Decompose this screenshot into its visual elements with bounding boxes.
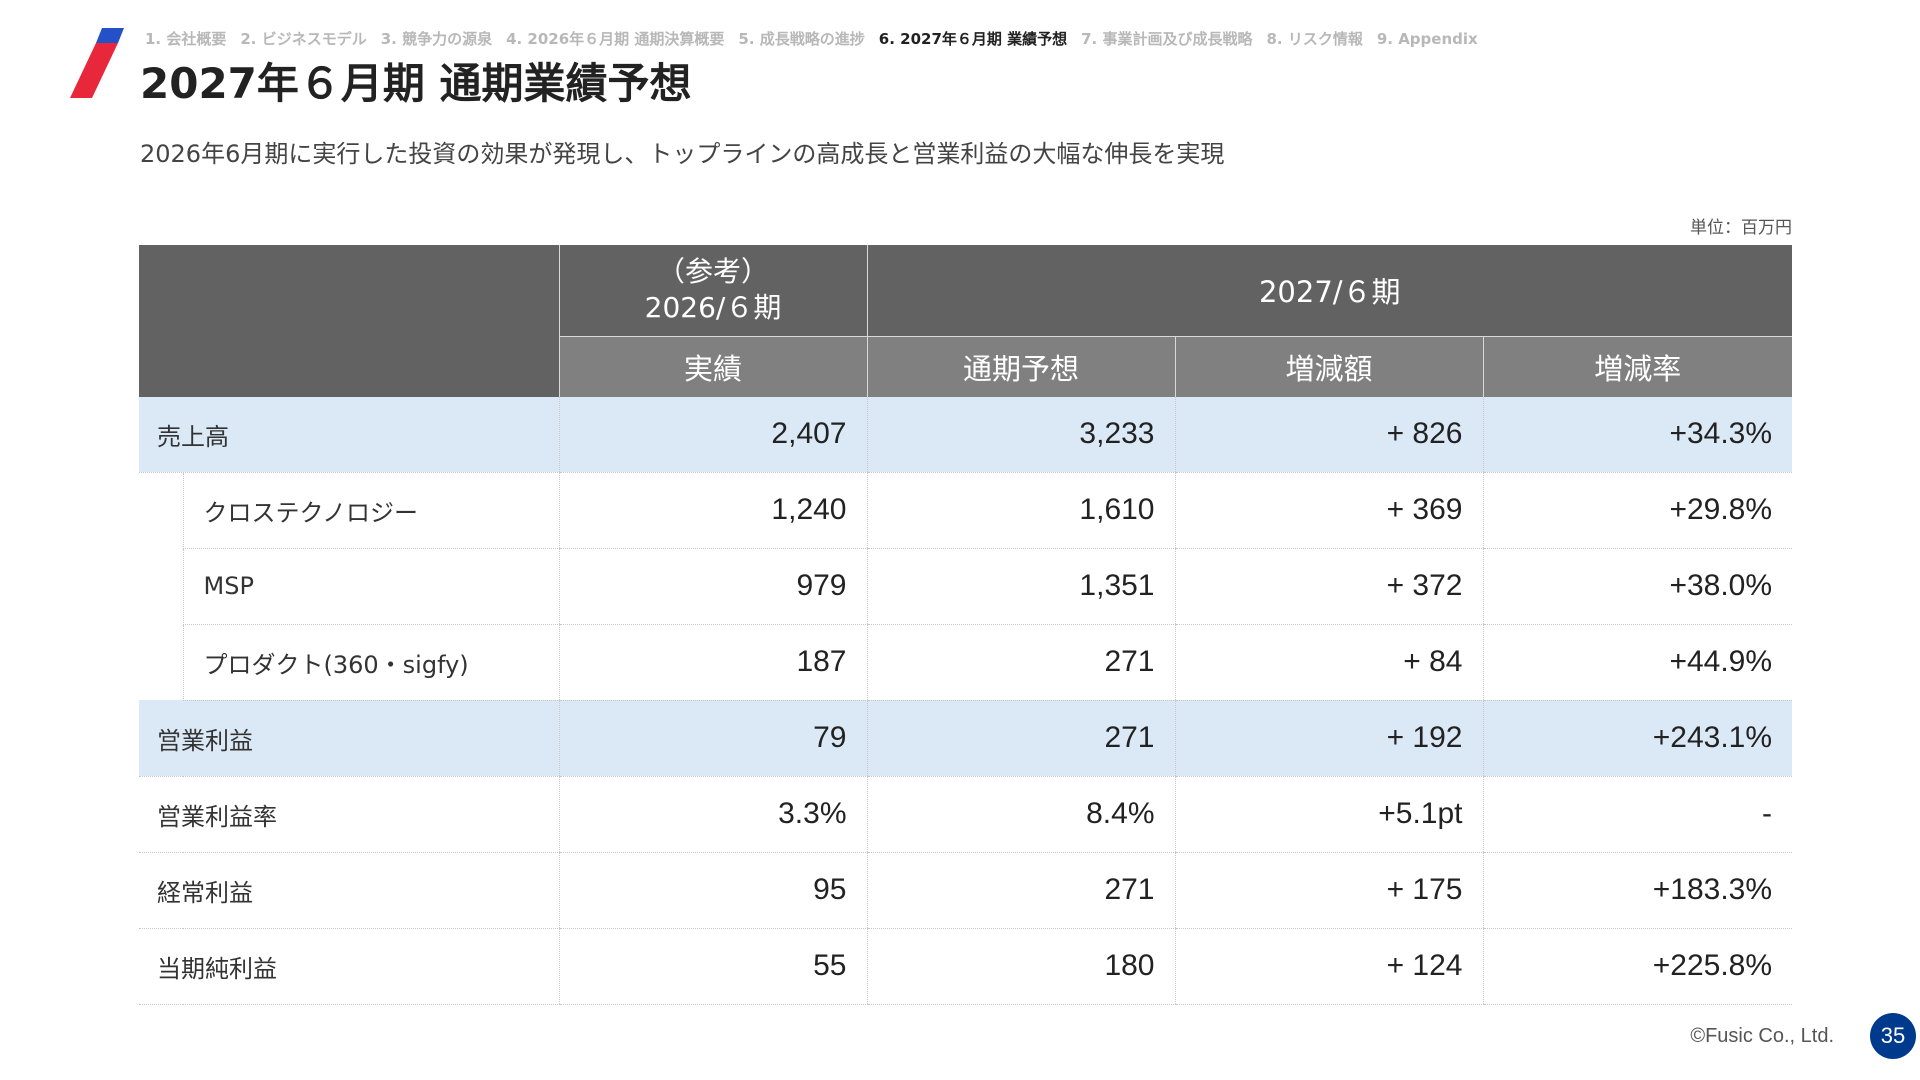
cell-change-rate: +29.8% xyxy=(1482,472,1793,549)
table-row: プロダクト(360・sigfy) 187 271 + 84 +44.9% xyxy=(139,624,1793,701)
prev-period-note: （参考） xyxy=(656,255,769,289)
row-label: 経常利益 xyxy=(139,852,559,929)
col-header-change: 増減額 xyxy=(1174,335,1483,397)
nav-item[interactable]: 3. 競争力の源泉 xyxy=(380,30,493,48)
table-row: 売上高 2,407 3,233 + 826 +34.3% xyxy=(139,396,1793,473)
row-label: MSP xyxy=(182,548,559,625)
row-label: 売上高 xyxy=(139,396,559,473)
nav-item[interactable]: 7. 事業計画及び成長戦略 xyxy=(1081,30,1253,48)
cell-forecast: 271 xyxy=(866,852,1175,929)
cell-change: + 372 xyxy=(1174,548,1483,625)
cell-actual: 979 xyxy=(558,548,867,625)
cell-change: + 84 xyxy=(1174,624,1483,701)
cell-actual: 79 xyxy=(558,700,867,777)
table-row: 当期純利益 55 180 + 124 +225.8% xyxy=(139,928,1793,1005)
cell-change-rate: +183.3% xyxy=(1482,852,1793,929)
row-label: 営業利益率 xyxy=(139,776,559,853)
indent-spacer xyxy=(139,548,183,624)
nav-item[interactable]: 8. リスク情報 xyxy=(1266,30,1363,48)
nav-item[interactable]: 4. 2026年６月期 通期決算概要 xyxy=(506,30,725,48)
table-row: 経常利益 95 271 + 175 +183.3% xyxy=(139,852,1793,929)
section-nav: 1. 会社概要 2. ビジネスモデル 3. 競争力の源泉 4. 2026年６月期 通期… xyxy=(145,28,1492,49)
row-label: 当期純利益 xyxy=(139,928,559,1005)
cell-actual: 95 xyxy=(558,852,867,929)
page-title: 2027年６月期 通期業績予想 xyxy=(140,59,692,108)
page-number-badge: 35 xyxy=(1870,1013,1916,1059)
cell-forecast: 1,351 xyxy=(866,548,1175,625)
table-row: 営業利益 79 271 + 192 +243.1% xyxy=(139,700,1793,777)
cell-forecast: 3,233 xyxy=(866,396,1175,473)
cell-change: + 124 xyxy=(1174,928,1483,1005)
row-label: プロダクト(360・sigfy) xyxy=(182,624,559,701)
cell-actual: 3.3% xyxy=(558,776,867,853)
copyright: ©Fusic Co., Ltd. xyxy=(1690,1025,1834,1047)
cell-change-rate: - xyxy=(1482,776,1793,853)
cell-change: + 175 xyxy=(1174,852,1483,929)
cell-change-rate: +243.1% xyxy=(1482,700,1793,777)
forecast-table: （参考） 2026/６期 2027/６期 実績 通期予想 増減額 増減率 売上高… xyxy=(139,245,1793,1005)
cell-forecast: 180 xyxy=(866,928,1175,1005)
cell-change: + 192 xyxy=(1174,700,1483,777)
cell-actual: 1,240 xyxy=(558,472,867,549)
nav-item[interactable]: 2. ビジネスモデル xyxy=(240,30,367,48)
cell-forecast: 271 xyxy=(866,700,1175,777)
unit-label: 単位：百万円 xyxy=(1690,218,1792,238)
indent-spacer xyxy=(139,624,183,700)
cell-change: + 369 xyxy=(1174,472,1483,549)
col-header-actual: 実績 xyxy=(558,335,867,397)
cell-change: + 826 xyxy=(1174,396,1483,473)
col-header-forecast: 通期予想 xyxy=(866,335,1175,397)
row-label: クロステクノロジー xyxy=(182,472,559,549)
slash-logo-icon xyxy=(70,28,124,98)
prev-period-label: 2026/６期 xyxy=(644,291,782,325)
col-header-change-rate: 増減率 xyxy=(1482,335,1793,397)
cell-actual: 187 xyxy=(558,624,867,701)
cell-change-rate: +225.8% xyxy=(1482,928,1793,1005)
cell-forecast: 1,610 xyxy=(866,472,1175,549)
cell-change-rate: +44.9% xyxy=(1482,624,1793,701)
cell-actual: 2,407 xyxy=(558,396,867,473)
header-cur-period: 2027/６期 xyxy=(866,245,1793,336)
row-label: 営業利益 xyxy=(139,700,559,777)
nav-item[interactable]: 1. 会社概要 xyxy=(145,30,227,48)
table-row: クロステクノロジー 1,240 1,610 + 369 +29.8% xyxy=(139,472,1793,549)
header-prev-period: （参考） 2026/６期 xyxy=(558,245,867,336)
cell-change-rate: +34.3% xyxy=(1482,396,1793,473)
cell-change: +5.1pt xyxy=(1174,776,1483,853)
header-corner xyxy=(139,245,559,397)
nav-item[interactable]: 6. 2027年６月期 業績予想 xyxy=(878,30,1068,48)
cell-change-rate: +38.0% xyxy=(1482,548,1793,625)
cell-forecast: 8.4% xyxy=(866,776,1175,853)
table-row: MSP 979 1,351 + 372 +38.0% xyxy=(139,548,1793,625)
cell-actual: 55 xyxy=(558,928,867,1005)
page-subtitle: 2026年6月期に実行した投資の効果が発現し、トップラインの高成長と営業利益の大… xyxy=(140,140,1225,168)
indent-spacer xyxy=(139,472,183,548)
table-row: 営業利益率 3.3% 8.4% +5.1pt - xyxy=(139,776,1793,853)
nav-item[interactable]: 5. 成長戦略の進捗 xyxy=(738,30,865,48)
cell-forecast: 271 xyxy=(866,624,1175,701)
nav-item[interactable]: 9. Appendix xyxy=(1376,30,1478,48)
